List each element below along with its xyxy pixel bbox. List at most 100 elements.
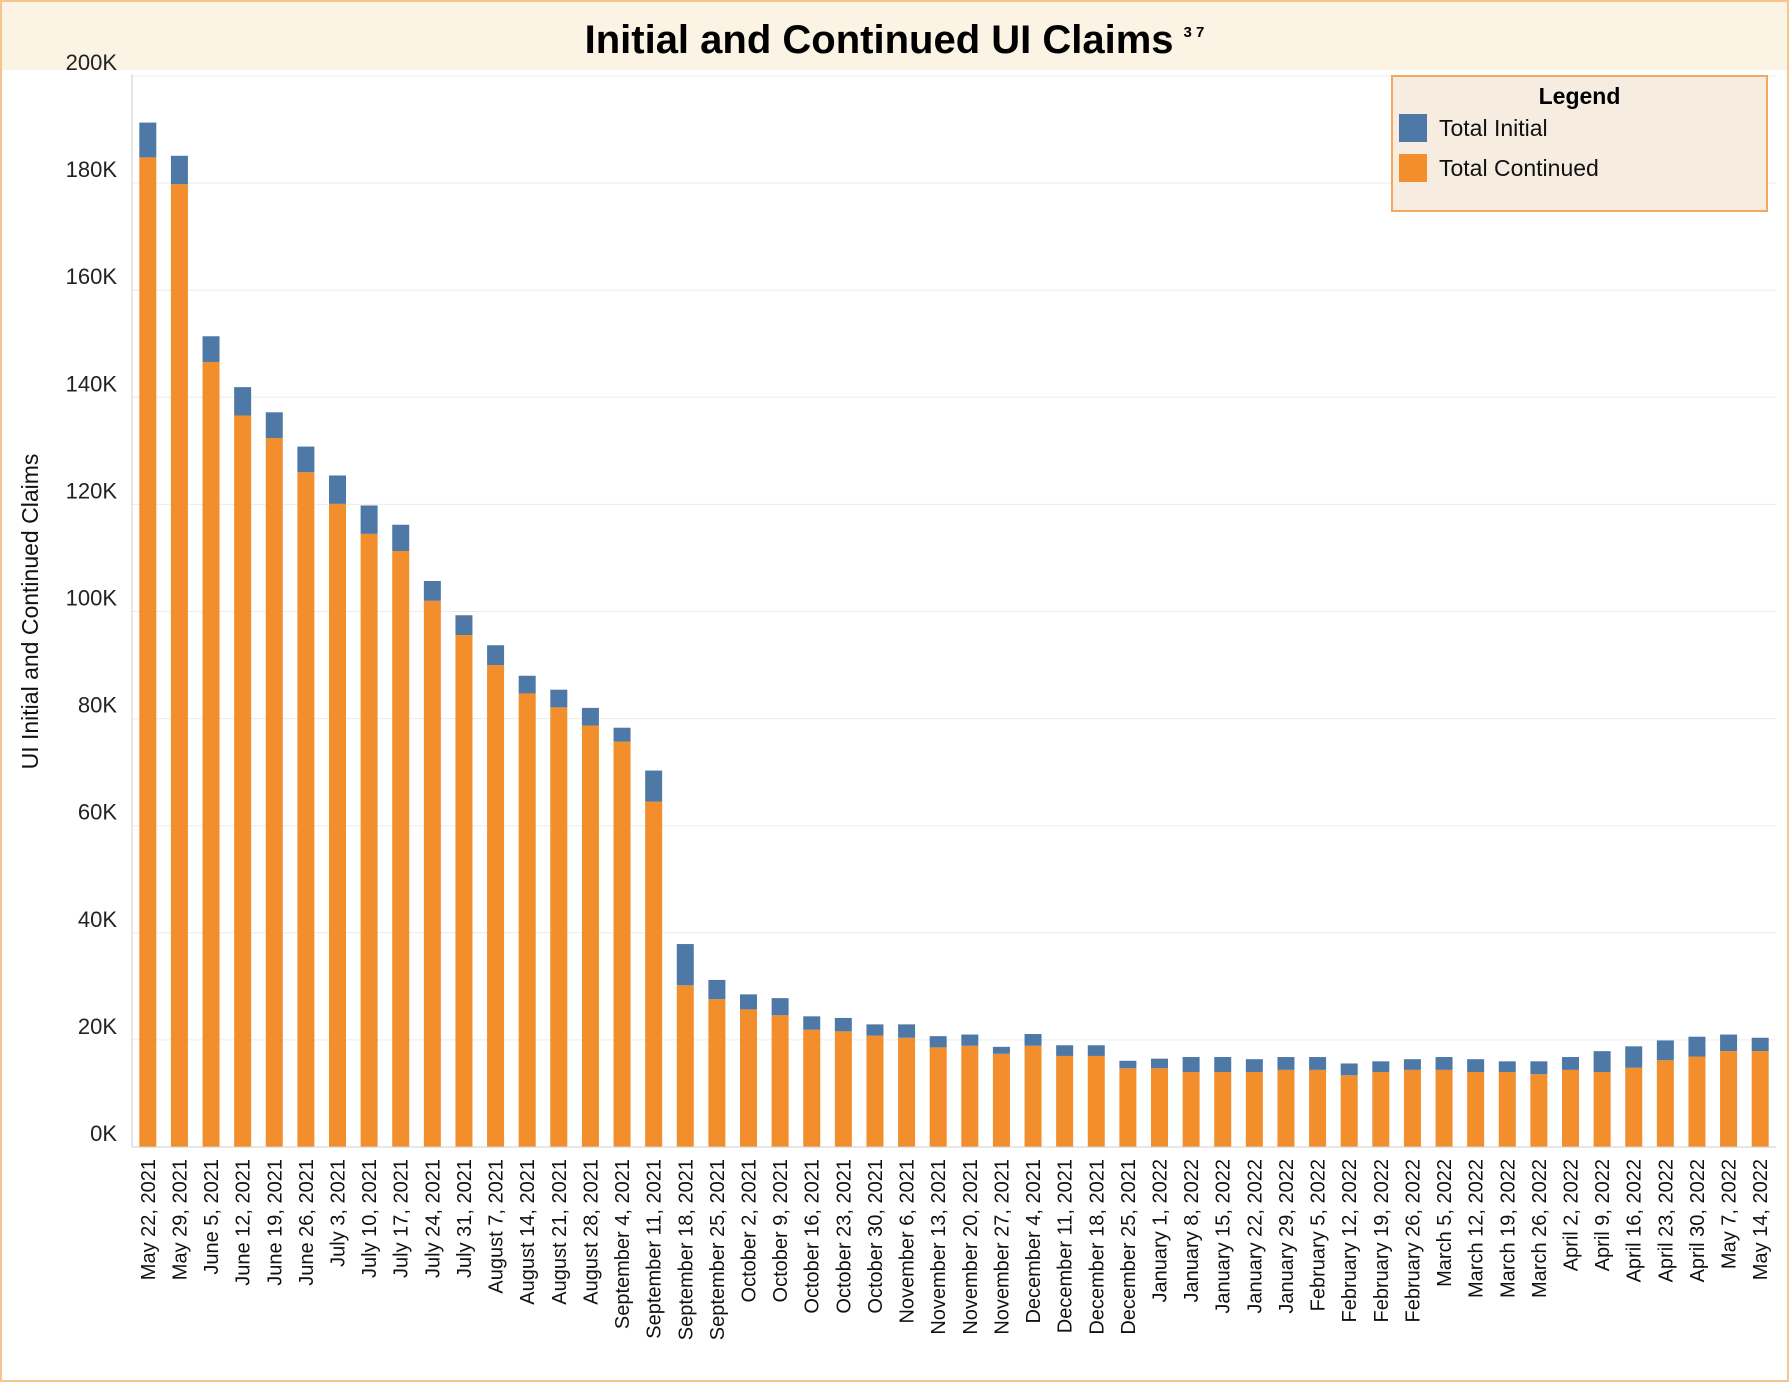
x-tick-label: March 12, 2022 bbox=[1466, 1159, 1488, 1298]
y-tick-label: 80K bbox=[78, 693, 117, 718]
bar-total-initial bbox=[1688, 1036, 1706, 1057]
bar-total-continued bbox=[1024, 1045, 1042, 1147]
bar-total-continued bbox=[898, 1037, 916, 1147]
bar-total-initial bbox=[265, 412, 283, 438]
bar-total-initial bbox=[898, 1024, 916, 1038]
bar-total-initial bbox=[834, 1017, 852, 1032]
x-tick-label: April 2, 2022 bbox=[1561, 1159, 1583, 1271]
x-tick-label: December 11, 2021 bbox=[1055, 1159, 1077, 1333]
bar-total-continued bbox=[329, 503, 346, 1147]
bar-total-initial bbox=[1498, 1061, 1516, 1073]
x-tick-label: June 5, 2021 bbox=[201, 1159, 223, 1275]
y-tick-label: 40K bbox=[78, 907, 117, 932]
x-tick-label: November 6, 2021 bbox=[897, 1159, 919, 1324]
bar-total-continued bbox=[676, 985, 694, 1147]
x-tick-label: May 22, 2021 bbox=[138, 1159, 160, 1280]
bar-total-continued bbox=[1372, 1072, 1390, 1147]
bar-total-initial bbox=[992, 1046, 1010, 1054]
bar-total-continued bbox=[202, 361, 220, 1147]
x-tick-label: October 9, 2021 bbox=[770, 1159, 792, 1302]
bar-total-initial bbox=[1277, 1057, 1295, 1070]
x-tick-label: March 26, 2022 bbox=[1529, 1159, 1551, 1298]
x-tick-label: August 7, 2021 bbox=[486, 1159, 508, 1294]
legend-swatch-total-initial bbox=[1399, 114, 1427, 142]
x-tick-label: December 25, 2021 bbox=[1118, 1159, 1140, 1335]
legend: Legend Total Initial Total Continued bbox=[1391, 75, 1768, 212]
x-tick-label: October 16, 2021 bbox=[802, 1159, 824, 1314]
bar-total-initial bbox=[676, 944, 694, 986]
bar-total-initial bbox=[1372, 1061, 1390, 1073]
x-tick-label: January 1, 2022 bbox=[1150, 1159, 1172, 1302]
y-axis-ticks: 0K 20K 40K 60K 80K 100K 120K 140K 160K 180K 200K bbox=[66, 50, 118, 1146]
bar-total-continued bbox=[1435, 1069, 1453, 1147]
legend-item-total-initial: Total Initial bbox=[1399, 113, 1548, 143]
title-bar: Initial and Continued UI Claims 3 7 bbox=[2, 2, 1787, 70]
bar-total-continued bbox=[392, 550, 410, 1147]
bar-total-initial bbox=[139, 122, 157, 158]
bar-total-continued bbox=[740, 1009, 757, 1147]
bar-total-initial bbox=[1214, 1057, 1232, 1073]
x-tick-label: May 14, 2022 bbox=[1750, 1159, 1772, 1280]
bar-total-initial bbox=[771, 998, 789, 1016]
x-tick-label: August 14, 2021 bbox=[517, 1159, 539, 1305]
x-tick-label: July 10, 2021 bbox=[359, 1159, 381, 1278]
x-tick-label: April 23, 2022 bbox=[1655, 1159, 1677, 1282]
bar-total-continued bbox=[1151, 1068, 1168, 1147]
bar-total-continued bbox=[1182, 1072, 1200, 1147]
chart-title: Initial and Continued UI Claims 3 7 bbox=[2, 6, 1787, 67]
bar-total-continued bbox=[1087, 1055, 1105, 1147]
x-tick-label: May 29, 2021 bbox=[169, 1159, 191, 1280]
bar-total-continued bbox=[518, 693, 536, 1147]
bars bbox=[139, 122, 1769, 1148]
x-tick-label: April 16, 2022 bbox=[1624, 1159, 1646, 1282]
bar-total-continued bbox=[1593, 1072, 1611, 1147]
bar-total-continued bbox=[1277, 1069, 1295, 1147]
bar-total-continued bbox=[708, 999, 726, 1147]
bar-total-initial bbox=[455, 615, 473, 636]
bar-total-initial bbox=[392, 524, 410, 551]
bar-total-initial bbox=[202, 336, 220, 362]
x-tick-label: September 11, 2021 bbox=[644, 1159, 666, 1339]
bar-total-continued bbox=[581, 725, 599, 1147]
bar-total-initial bbox=[1056, 1045, 1074, 1056]
bar-total-continued bbox=[961, 1045, 979, 1147]
x-tick-label: July 17, 2021 bbox=[391, 1159, 413, 1278]
x-tick-label: June 12, 2021 bbox=[233, 1159, 255, 1286]
bar-total-continued bbox=[1119, 1068, 1137, 1147]
bar-total-continued bbox=[866, 1035, 884, 1147]
bar-total-initial bbox=[329, 475, 346, 504]
bar-total-initial bbox=[1182, 1057, 1200, 1073]
legend-title: Legend bbox=[1538, 83, 1621, 109]
bar-total-continued bbox=[455, 635, 473, 1147]
bar-total-continued bbox=[1530, 1074, 1548, 1147]
bar-total-initial bbox=[360, 505, 378, 534]
bar-total-continued bbox=[834, 1031, 852, 1147]
x-tick-label: November 27, 2021 bbox=[991, 1159, 1013, 1335]
y-tick-label: 20K bbox=[78, 1014, 117, 1039]
bar-total-continued bbox=[139, 157, 157, 1147]
bar-total-initial bbox=[1403, 1059, 1421, 1070]
bar-total-initial bbox=[613, 727, 631, 742]
bar-total-continued bbox=[1751, 1051, 1769, 1147]
bar-total-initial bbox=[487, 645, 505, 666]
bar-total-initial bbox=[1530, 1061, 1548, 1075]
x-tick-label: August 21, 2021 bbox=[549, 1159, 571, 1305]
y-axis-title: UI Initial and Continued Claims bbox=[17, 454, 43, 770]
chart-title-text: Initial and Continued UI Claims bbox=[584, 18, 1174, 62]
y-tick-label: 140K bbox=[66, 371, 118, 396]
bar-total-initial bbox=[708, 979, 726, 1000]
y-tick-label: 180K bbox=[66, 157, 118, 182]
bar-total-initial bbox=[550, 689, 568, 708]
y-tick-label: 60K bbox=[78, 800, 117, 825]
bar-total-initial bbox=[929, 1036, 947, 1048]
x-tick-label: December 18, 2021 bbox=[1086, 1159, 1108, 1335]
bar-total-initial bbox=[234, 387, 252, 416]
bar-total-continued bbox=[423, 600, 441, 1147]
bar-total-continued bbox=[234, 415, 252, 1148]
bar-total-initial bbox=[581, 707, 599, 726]
x-tick-label: January 15, 2022 bbox=[1213, 1159, 1235, 1314]
x-tick-label: July 3, 2021 bbox=[328, 1159, 350, 1267]
bar-total-continued bbox=[1720, 1051, 1738, 1147]
x-tick-label: April 9, 2022 bbox=[1592, 1159, 1614, 1271]
